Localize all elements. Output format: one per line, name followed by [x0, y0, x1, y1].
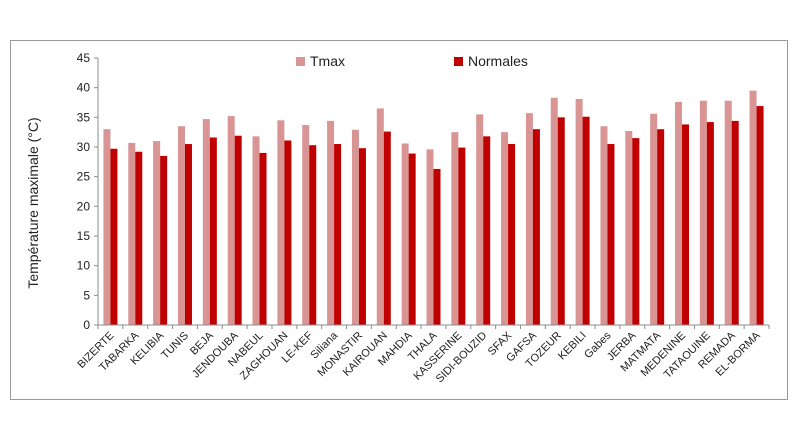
legend-label-normales: Normales	[468, 53, 528, 69]
tmax-bar	[302, 125, 310, 325]
normales-bar	[358, 148, 366, 325]
tmax-bar	[501, 132, 509, 325]
tmax-bar	[650, 113, 658, 326]
normales-bar	[607, 144, 615, 325]
tmax-bar	[153, 141, 161, 325]
normales-bar	[383, 131, 391, 325]
tmax-bar	[476, 114, 484, 326]
tmax-bar	[227, 116, 235, 326]
y-tick-label: 45	[77, 51, 91, 65]
normales-bar	[632, 138, 640, 325]
legend-label-tmax: Tmax	[310, 53, 345, 69]
normales-bar	[259, 152, 267, 325]
y-tick-label: 0	[83, 318, 90, 332]
x-tick-label: KEBILI	[556, 330, 589, 363]
y-tick-label: 10	[77, 259, 91, 273]
y-tick-label: 35	[77, 110, 91, 124]
legend-swatch-normales	[454, 57, 463, 66]
normales-bar	[657, 129, 665, 325]
tmax-bar	[525, 113, 533, 326]
chart-frame: Tmax Normales Température maximale (°C) …	[10, 40, 788, 400]
legend-swatch-tmax	[296, 57, 305, 66]
y-tick-label: 20	[77, 199, 91, 213]
tmax-bar	[376, 108, 384, 326]
tmax-bar	[202, 119, 210, 325]
tmax-bar	[724, 100, 732, 325]
legend: Tmax Normales	[296, 53, 528, 69]
tmax-bar	[600, 126, 608, 325]
chart-svg: Tmax Normales Température maximale (°C) …	[25, 51, 770, 385]
normales-bar	[483, 136, 491, 325]
normales-bar	[234, 135, 242, 325]
tmax-bar	[699, 100, 707, 325]
normales-bar	[334, 144, 342, 325]
y-tick-label: 25	[77, 170, 91, 184]
normales-bar	[731, 120, 739, 325]
y-tick-label: 30	[77, 140, 91, 154]
tmax-bar	[675, 101, 683, 325]
tmax-bar	[625, 130, 633, 325]
normales-bar	[458, 147, 466, 325]
normales-bar	[508, 144, 516, 325]
tmax-bar	[177, 126, 185, 325]
normales-bar	[682, 124, 690, 325]
tmax-bar	[277, 120, 285, 325]
tmax-bar	[401, 143, 409, 325]
normales-bar	[706, 122, 714, 325]
normales-bar	[135, 151, 143, 325]
normales-bar	[408, 153, 416, 325]
y-axis-title-group: Température maximale (°C)	[25, 117, 41, 288]
tmax-bar	[252, 136, 260, 325]
y-tick-label: 40	[77, 81, 91, 95]
tmax-bar	[426, 149, 434, 325]
tmax-bar	[749, 90, 757, 325]
tmax-bar	[351, 129, 359, 325]
x-axis: BIZERTETABARKAKELIBIATUNISBEJAJENDOUBANA…	[75, 324, 770, 385]
tmax-bar	[327, 120, 335, 325]
normales-bar	[184, 144, 192, 325]
x-tick-label: TUNIS	[159, 330, 191, 362]
tmax-bar	[451, 132, 459, 325]
normales-bar	[110, 148, 118, 325]
normales-bar	[532, 129, 540, 325]
normales-bar	[433, 168, 441, 325]
normales-bar	[160, 155, 168, 325]
tmax-bar	[103, 129, 111, 325]
normales-bar	[582, 116, 590, 326]
y-tick-label: 15	[77, 229, 91, 243]
normales-bar	[756, 106, 764, 325]
tmax-bar	[575, 98, 583, 325]
y-axis: 0 5 10 15 20 25 30 35 40 45	[77, 51, 99, 332]
tmax-bar	[550, 97, 558, 325]
normales-bar	[557, 117, 565, 325]
normales-bar	[284, 140, 292, 325]
y-tick-label: 5	[83, 288, 90, 302]
bars	[103, 90, 764, 326]
y-axis-title: Température maximale (°C)	[25, 117, 41, 288]
tmax-bar	[128, 142, 136, 325]
normales-bar	[209, 137, 217, 325]
normales-bar	[309, 145, 317, 325]
